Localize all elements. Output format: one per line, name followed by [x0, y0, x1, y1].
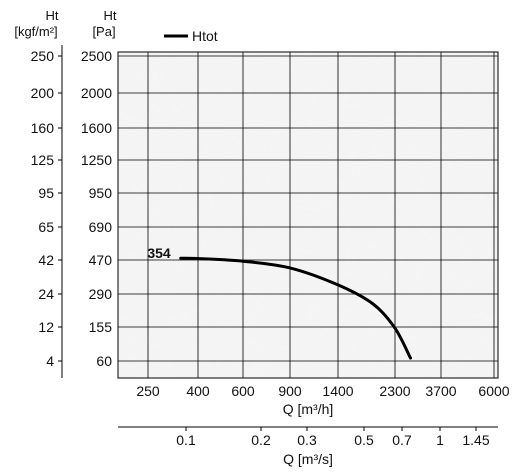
x-primary-tick-label: 900 [278, 383, 302, 399]
x-primary-tick-label: 250 [136, 383, 160, 399]
x-secondary-tick-label: 1 [436, 432, 444, 448]
y-outer-tick-label: 4 [46, 353, 54, 369]
x-primary-title: Q [m³/h] [283, 401, 334, 417]
x-secondary-tick-label: 0.1 [176, 432, 196, 448]
y-outer-title-line2: [kgf/m²] [14, 24, 57, 39]
plot-border [117, 51, 499, 379]
y-outer-title-line1: Ht [46, 8, 59, 23]
y-inner-title-line2: [Pa] [92, 24, 115, 39]
x-secondary-tick-label: 0.5 [354, 432, 374, 448]
y-outer-tick-label: 65 [38, 219, 54, 235]
y-inner-tick-label: 2000 [81, 85, 112, 101]
x-secondary-ticks: 0.1 0.2 0.3 0.5 0.7 1 1.45 [176, 427, 490, 448]
y-outer-tick-label: 95 [38, 185, 54, 201]
y-outer-tick-label: 125 [31, 152, 55, 168]
y-inner-tick-label: 950 [89, 185, 113, 201]
x-secondary-tick-label: 0.7 [392, 432, 412, 448]
y-outer-tick-label: 250 [31, 48, 55, 64]
grid-lines [118, 52, 498, 378]
y-outer-tick-label: 200 [31, 85, 55, 101]
y-outer-ticks: 250 200 160 125 95 65 42 24 12 4 [31, 48, 62, 369]
x-primary-tick-label: 6000 [478, 383, 509, 399]
annotation-354: 354 [147, 245, 171, 261]
y-inner-tick-label: 470 [89, 252, 113, 268]
y-inner-tick-label: 690 [89, 219, 113, 235]
x-secondary-tick-label: 1.45 [462, 432, 489, 448]
x-secondary-title: Q [m³/s] [283, 451, 333, 467]
y-inner-tick-label: 1250 [81, 152, 112, 168]
y-outer-tick-label: 12 [38, 319, 54, 335]
x-primary-tick-label: 600 [231, 383, 255, 399]
x-primary-tick-label: 1400 [322, 383, 353, 399]
y-inner-tick-label: 155 [89, 319, 113, 335]
y-inner-tick-label: 2500 [81, 48, 112, 64]
y-inner-tick-label: 60 [96, 353, 112, 369]
x-secondary-tick-label: 0.2 [251, 432, 271, 448]
series-htot-line [179, 256, 412, 360]
x-primary-tick-label: 2300 [379, 383, 410, 399]
y-inner-ticks: 2500 2000 1600 1250 950 690 470 290 155 60 [81, 48, 112, 369]
y-outer-tick-label: 42 [38, 252, 54, 268]
y-inner-title-line1: Ht [104, 8, 117, 23]
y-outer-tick-label: 24 [38, 286, 54, 302]
x-secondary-tick-label: 0.3 [297, 432, 317, 448]
y-inner-tick-label: 290 [89, 286, 113, 302]
x-primary-ticks: 250 400 600 900 1400 2300 3700 6000 [136, 383, 509, 399]
legend-htot-label: Htot [192, 28, 218, 44]
y-inner-tick-label: 1600 [81, 120, 112, 136]
y-outer-tick-label: 160 [31, 120, 55, 136]
x-primary-tick-label: 400 [186, 383, 210, 399]
x-primary-tick-label: 3700 [425, 383, 456, 399]
